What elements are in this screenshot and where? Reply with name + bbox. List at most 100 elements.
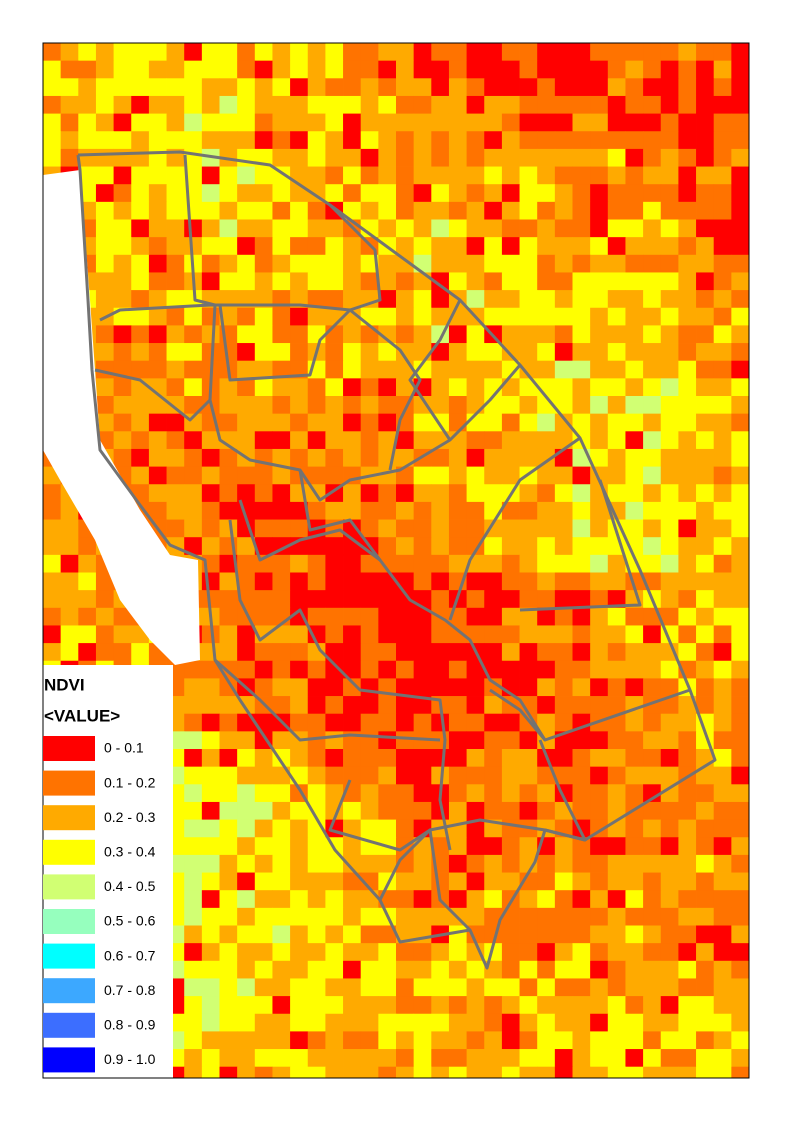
raster-cell (590, 43, 609, 62)
raster-cell (625, 607, 644, 626)
raster-cell (678, 466, 697, 485)
raster-cell (713, 554, 732, 573)
raster-cell (396, 378, 415, 397)
raster-cell (378, 378, 397, 397)
raster-cell (678, 360, 697, 379)
raster-cell (696, 219, 715, 238)
raster-cell (466, 431, 485, 450)
raster-cell (237, 996, 256, 1015)
raster-cell (713, 237, 732, 256)
raster-cell (607, 413, 626, 432)
raster-cell (572, 960, 591, 979)
raster-cell (590, 501, 609, 520)
raster-cell (360, 60, 379, 79)
raster-cell (290, 254, 309, 273)
raster-cell (184, 819, 203, 838)
raster-cell (360, 307, 379, 326)
legend-swatch (43, 839, 95, 865)
raster-cell (237, 272, 256, 291)
raster-cell (378, 643, 397, 662)
raster-cell (113, 78, 132, 97)
raster-cell (201, 448, 220, 467)
raster-cell (554, 872, 573, 891)
raster-cell (184, 237, 203, 256)
raster-cell (219, 201, 238, 220)
raster-cell (607, 872, 626, 891)
raster-cell (360, 607, 379, 626)
raster-cell (466, 572, 485, 591)
raster-cell (290, 1066, 309, 1079)
raster-cell (519, 854, 538, 873)
raster-cell (678, 166, 697, 185)
raster-cell (590, 219, 609, 238)
raster-cell (501, 590, 520, 609)
raster-cell (554, 78, 573, 97)
raster-cell (272, 201, 291, 220)
raster-cell (590, 201, 609, 220)
raster-cell (678, 925, 697, 944)
legend-swatch (43, 805, 95, 831)
raster-cell (378, 749, 397, 768)
raster-cell (413, 749, 432, 768)
raster-cell (660, 307, 679, 326)
raster-cell (378, 1013, 397, 1032)
raster-cell (713, 378, 732, 397)
raster-cell (413, 131, 432, 150)
raster-cell (660, 607, 679, 626)
raster-cell (237, 325, 256, 344)
raster-cell (360, 148, 379, 167)
raster-cell (131, 431, 150, 450)
raster-cell (360, 519, 379, 538)
raster-cell (184, 131, 203, 150)
raster-cell (537, 713, 556, 732)
raster-cell (325, 590, 344, 609)
raster-cell (643, 713, 662, 732)
raster-cell (590, 696, 609, 715)
raster-cell (554, 60, 573, 79)
raster-cell (254, 607, 273, 626)
raster-cell (131, 413, 150, 432)
raster-cell (696, 872, 715, 891)
raster-cell (184, 466, 203, 485)
raster-cell (519, 413, 538, 432)
raster-cell (254, 166, 273, 185)
raster-cell (360, 996, 379, 1015)
raster-cell (431, 219, 450, 238)
raster-cell (43, 60, 62, 79)
raster-cell (519, 131, 538, 150)
raster-cell (343, 343, 362, 362)
raster-cell (290, 148, 309, 167)
raster-cell (201, 784, 220, 803)
raster-cell (254, 272, 273, 291)
raster-cell (731, 749, 750, 768)
raster-cell (60, 519, 79, 538)
raster-cell (501, 837, 520, 856)
raster-cell (643, 78, 662, 97)
raster-cell (184, 890, 203, 909)
raster-cell (643, 978, 662, 997)
raster-cell (537, 201, 556, 220)
raster-cell (713, 696, 732, 715)
raster-cell (184, 925, 203, 944)
raster-cell (325, 554, 344, 573)
raster-cell (396, 978, 415, 997)
raster-cell (519, 678, 538, 697)
raster-cell (131, 396, 150, 415)
raster-cell (184, 201, 203, 220)
legend-swatch (43, 770, 95, 796)
raster-cell (290, 801, 309, 820)
raster-cell (272, 254, 291, 273)
raster-cell (272, 1013, 291, 1032)
raster-cell (201, 943, 220, 962)
raster-cell (378, 784, 397, 803)
raster-cell (678, 290, 697, 309)
raster-cell (519, 731, 538, 750)
raster-cell (343, 78, 362, 97)
raster-cell (272, 660, 291, 679)
raster-cell (484, 766, 503, 785)
raster-cell (290, 749, 309, 768)
legend-label: 0.5 - 0.6 (104, 913, 156, 929)
raster-cell (307, 749, 326, 768)
raster-cell (501, 501, 520, 520)
raster-cell (484, 837, 503, 856)
